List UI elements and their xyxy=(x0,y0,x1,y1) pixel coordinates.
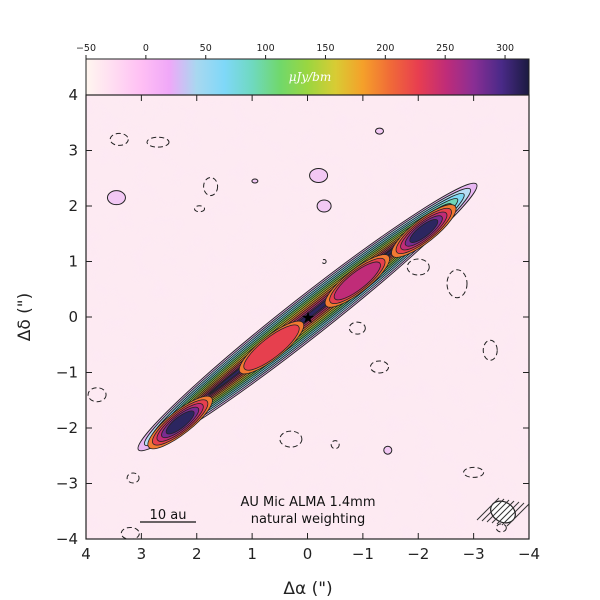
colorbar-tick-label: 200 xyxy=(376,43,394,54)
negative-contour xyxy=(120,526,140,539)
peak-contour xyxy=(409,219,439,243)
x-tick-label: 0 xyxy=(303,545,313,563)
y-tick-label: −1 xyxy=(56,364,78,382)
negative-contour xyxy=(194,205,206,213)
colorbar-tick-label: 50 xyxy=(200,43,212,54)
x-tick-label: −3 xyxy=(463,545,485,563)
beam-hatch-line xyxy=(481,498,505,522)
y-axis-label: Δδ (") xyxy=(15,293,35,342)
disk-peak xyxy=(238,320,305,375)
colorbar-tick-label: −50 xyxy=(76,43,96,54)
negative-contour xyxy=(406,258,430,276)
negative-contour xyxy=(482,339,498,361)
negative-contour xyxy=(348,321,366,335)
negative-contour xyxy=(446,269,468,299)
disk-peak xyxy=(147,395,213,450)
negative-contour xyxy=(495,523,507,533)
negative-contour xyxy=(109,132,129,146)
colorbar-tick-label: 100 xyxy=(257,43,275,54)
negative-contour xyxy=(369,360,389,374)
colorbar-tick-label: 0 xyxy=(143,43,149,54)
scalebar-label: 10 au xyxy=(150,508,187,523)
disk-peak xyxy=(391,204,457,258)
peak-contour xyxy=(165,410,195,435)
negative-contour xyxy=(279,430,303,448)
y-tick-label: 0 xyxy=(68,308,78,326)
x-tick-label: 2 xyxy=(192,545,202,563)
noise-contours xyxy=(87,127,507,539)
colorbar-ticks: −50 0 50 100 150 200 250 300 xyxy=(76,43,514,59)
beam-hatch-line xyxy=(486,499,510,523)
beam-hatch-line xyxy=(496,501,520,525)
peak-contour xyxy=(333,261,381,301)
negative-contour xyxy=(330,440,340,450)
positive-contour xyxy=(374,127,384,135)
plot-area xyxy=(86,95,529,539)
negative-contour xyxy=(203,177,219,197)
annotation-title-line2: natural weighting xyxy=(251,512,366,527)
y-axis-ticks: 4 3 2 1 0 −1 −2 −3 −4 xyxy=(56,86,529,548)
beam-hatch-line xyxy=(501,502,525,526)
positive-contour xyxy=(316,199,332,213)
negative-contour xyxy=(321,259,327,264)
x-tick-label: −2 xyxy=(407,545,429,563)
x-axis-label: Δα (") xyxy=(283,579,332,599)
positive-contour xyxy=(309,167,329,183)
colorbar: −50 0 50 100 150 200 250 300 μJy/bm xyxy=(76,43,530,96)
x-tick-label: −4 xyxy=(518,545,540,563)
negative-contour xyxy=(87,387,107,403)
positive-contour xyxy=(383,445,393,455)
y-tick-label: 2 xyxy=(68,197,78,215)
x-tick-label: 3 xyxy=(137,545,147,563)
beam-ellipse xyxy=(476,497,529,527)
star-marker: ★ xyxy=(301,308,315,327)
y-tick-label: −2 xyxy=(56,419,78,437)
x-tick-label: 4 xyxy=(81,545,91,563)
negative-contour xyxy=(463,466,485,478)
negative-contour xyxy=(146,136,170,148)
beam-hatch-line xyxy=(506,503,529,527)
positive-contour xyxy=(251,178,259,184)
colorbar-gradient xyxy=(86,59,529,95)
negative-contour xyxy=(126,472,140,484)
x-tick-label: 1 xyxy=(247,545,257,563)
colorbar-tick-label: 250 xyxy=(436,43,454,54)
beam-hatch-line xyxy=(476,497,500,521)
colorbar-tick-label: 150 xyxy=(316,43,334,54)
y-tick-label: 1 xyxy=(68,253,78,271)
y-tick-label: 4 xyxy=(68,86,78,104)
colorbar-unit-label: μJy/bm xyxy=(289,70,332,84)
annotation-title-line1: AU Mic ALMA 1.4mm xyxy=(240,495,375,510)
x-tick-label: −1 xyxy=(352,545,374,563)
beam-hatch-line xyxy=(491,500,515,524)
y-tick-label: 3 xyxy=(68,142,78,160)
disk-emission xyxy=(137,182,478,452)
colorbar-tick-label: 300 xyxy=(496,43,514,54)
y-tick-label: −3 xyxy=(56,475,78,493)
peak-contour xyxy=(243,324,300,371)
positive-contour xyxy=(106,190,126,206)
y-tick-label: −4 xyxy=(56,530,78,548)
x-axis-ticks: 4 3 2 1 0 −1 −2 −3 −4 xyxy=(81,95,540,563)
disk-peak xyxy=(324,254,390,308)
